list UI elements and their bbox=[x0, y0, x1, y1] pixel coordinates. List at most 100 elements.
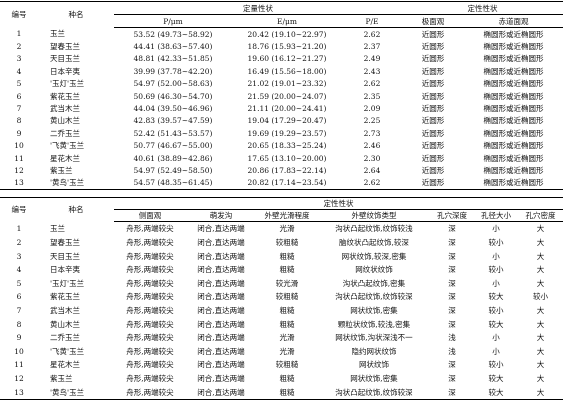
cell: 大 bbox=[518, 385, 563, 400]
cell: 较大 bbox=[488, 373, 504, 383]
cell: 19.04 (17.29~20.47) bbox=[247, 116, 327, 126]
cell: 较粗糙 bbox=[275, 237, 299, 247]
cell: 近圆形 bbox=[421, 54, 445, 64]
cell: 椭圆形或近椭圆形 bbox=[483, 66, 544, 76]
cell: 舟形,两端较尖 bbox=[126, 333, 174, 343]
cell: 50.69 (46.30~54.70) bbox=[133, 91, 213, 101]
cell: 10 bbox=[14, 141, 24, 151]
cell: '玉灯'玉兰 bbox=[50, 278, 85, 288]
cell: 20.86 (17.83~22.14) bbox=[247, 165, 327, 175]
cell: 2.35 bbox=[363, 91, 381, 101]
cell: 近圆形 bbox=[402, 176, 464, 191]
cell: 光滑 bbox=[279, 224, 295, 234]
cell: 二乔玉兰 bbox=[50, 128, 80, 138]
table-row: 13 '黄鸟'玉兰 54.57 (48.35~61.45) 20.82 (17.14~… bbox=[0, 176, 563, 191]
cell: 21.11 (20.00~24.41) bbox=[247, 104, 327, 114]
cell: 5 bbox=[16, 79, 22, 89]
cell: 深 bbox=[448, 224, 456, 234]
cell: 7 bbox=[16, 104, 22, 114]
cell: 网纹状纹饰 bbox=[355, 265, 393, 275]
cell: 小 bbox=[492, 278, 500, 288]
cell: 大 bbox=[536, 237, 545, 247]
cell: 椭圆形或近椭圆形 bbox=[483, 104, 544, 114]
cell: 较光滑 bbox=[275, 278, 299, 288]
cell: 闭合,直达两端 bbox=[197, 319, 245, 329]
cell: 2.73 bbox=[363, 128, 381, 138]
cell: 网状纹饰,密集 bbox=[350, 373, 398, 383]
cell: 5 bbox=[16, 278, 22, 288]
cell: 21.59 (20.00~24.07) bbox=[247, 91, 327, 101]
cell: 13 bbox=[0, 176, 38, 191]
cell: 闭合,直达两端 bbox=[197, 251, 245, 261]
cell: 深 bbox=[448, 305, 456, 315]
cell: 较小 bbox=[533, 292, 549, 302]
cell: 2.49 bbox=[363, 54, 381, 64]
cell: 近圆形 bbox=[421, 128, 445, 138]
table-row: 7 武当木兰 舟形,两端较尖 闭合,直达两端 粗糙 网状纹饰,密集 深 较小 大 bbox=[0, 304, 563, 318]
cell: '黄鸟'玉兰 bbox=[38, 176, 114, 191]
cell: 椭圆形或近椭圆形 bbox=[483, 91, 544, 101]
cell: 小 bbox=[492, 333, 500, 343]
cell: 沟状凸起纹饰,密集 bbox=[342, 278, 406, 288]
cell: 18.76 (15.93~21.20) bbox=[247, 42, 327, 52]
cell: 大 bbox=[536, 224, 545, 234]
header-cell: 赤道面观 bbox=[464, 14, 563, 28]
table-row: 8 黄山木兰 舟形,两端较尖 闭合,直达两端 粗糙 颗粒状纹饰,较浅,密集 深 较大 大 bbox=[0, 317, 563, 331]
cell: 舟形,两端较尖 bbox=[126, 360, 174, 370]
cell: 深 bbox=[448, 319, 456, 329]
cell: 星花木兰 bbox=[50, 153, 80, 163]
cell: 闭合,直达两端 bbox=[197, 346, 245, 356]
cell: 16.49 (15.56~18.00) bbox=[247, 66, 327, 76]
cell: 颗粒状纹饰,较浅,密集 bbox=[337, 319, 411, 329]
cell: 3 bbox=[16, 54, 22, 64]
cell: 浅 bbox=[448, 333, 456, 343]
cell: 网状纹饰,较深,密集 bbox=[341, 251, 407, 261]
cell: 深 bbox=[430, 385, 474, 400]
cell: 近圆形 bbox=[421, 66, 445, 76]
cell: '飞黄'玉兰 bbox=[50, 346, 85, 356]
table-row: 1 玉兰 舟形,两端较尖 闭合,直达两端 光滑 沟状凸起纹饰,纹饰较浅 深 小 大 bbox=[0, 222, 563, 236]
cell: 54.97 (52.49~58.50) bbox=[133, 165, 213, 175]
cell: 舟形,两端较尖 bbox=[126, 224, 174, 234]
cell: 21.02 (19.01~23.32) bbox=[247, 79, 327, 89]
cell: 闭合,直达两端 bbox=[197, 278, 245, 288]
cell: 网状纹饰,沟状深浅不一 bbox=[335, 333, 413, 343]
cell: 6 bbox=[16, 292, 22, 302]
cell: 光滑 bbox=[279, 346, 295, 356]
table-row: 4 日本辛夷 39.99 (37.78~42.20) 16.49 (15.56~18.… bbox=[0, 65, 563, 77]
cell: 深 bbox=[448, 237, 456, 247]
cell: 天目玉兰 bbox=[50, 54, 80, 64]
table-row: 10 '飞黄'玉兰 舟形,两端较尖 闭合,直达两端 光滑 隐约网状纹饰 浅 小 大 bbox=[0, 344, 563, 358]
table-row: 12 紫玉兰 54.97 (52.49~58.50) 20.86 (17.83~22.… bbox=[0, 164, 563, 176]
cell: 浅 bbox=[448, 346, 456, 356]
cell: 4 bbox=[16, 66, 22, 76]
header-cell: 外壁纹饰类型 bbox=[318, 209, 430, 223]
table-row: 9 二乔玉兰 舟形,两端较尖 闭合,直达两端 光滑 网状纹饰,沟状深浅不一 浅 小 大 bbox=[0, 331, 563, 345]
cell: 闭合,直达两端 bbox=[197, 224, 245, 234]
table-row: 6 紫花玉兰 舟形,两端较尖 闭合,直达两端 较粗糙 沟状凸起纹饰,纹饰较深 深 较大 较小 bbox=[0, 290, 563, 304]
cell: 大 bbox=[536, 251, 545, 261]
cell: 闭合,直达两端 bbox=[197, 265, 245, 275]
cell: 较小 bbox=[488, 237, 504, 247]
header-cell: 侧面观 bbox=[114, 209, 186, 223]
table-row: 10 '飞黄'玉兰 50.77 (46.67~55.00) 20.65 (18.33~… bbox=[0, 140, 563, 152]
table-row: 2 望春玉兰 舟形,两端较尖 闭合,直达两端 较粗糙 脑纹状凸起纹饰,较深 深 较小 大 bbox=[0, 236, 563, 250]
cell: 大 bbox=[536, 278, 545, 288]
cell: 11 bbox=[14, 360, 24, 370]
cell: '黄鸟'玉兰 bbox=[38, 385, 114, 400]
cell: 深 bbox=[448, 360, 456, 370]
cell: 9 bbox=[16, 128, 22, 138]
cell: 2.43 bbox=[363, 66, 381, 76]
cell: 较小 bbox=[488, 265, 504, 275]
cell: 紫花玉兰 bbox=[50, 91, 80, 101]
cell: 武当木兰 bbox=[50, 104, 80, 114]
cell: 椭圆形或近椭圆形 bbox=[483, 29, 544, 39]
cell: '玉灯'玉兰 bbox=[50, 79, 85, 89]
cell: 13 bbox=[0, 385, 38, 400]
table-row: 1 玉兰 53.52 (49.73~58.92) 20.42 (19.10~22.97… bbox=[0, 28, 563, 41]
cell: 7 bbox=[16, 305, 22, 315]
header-cell: 萌发沟 bbox=[186, 209, 256, 223]
header-cell: 种名 bbox=[38, 197, 114, 222]
cell: 48.81 (42.33~51.85) bbox=[133, 54, 213, 64]
